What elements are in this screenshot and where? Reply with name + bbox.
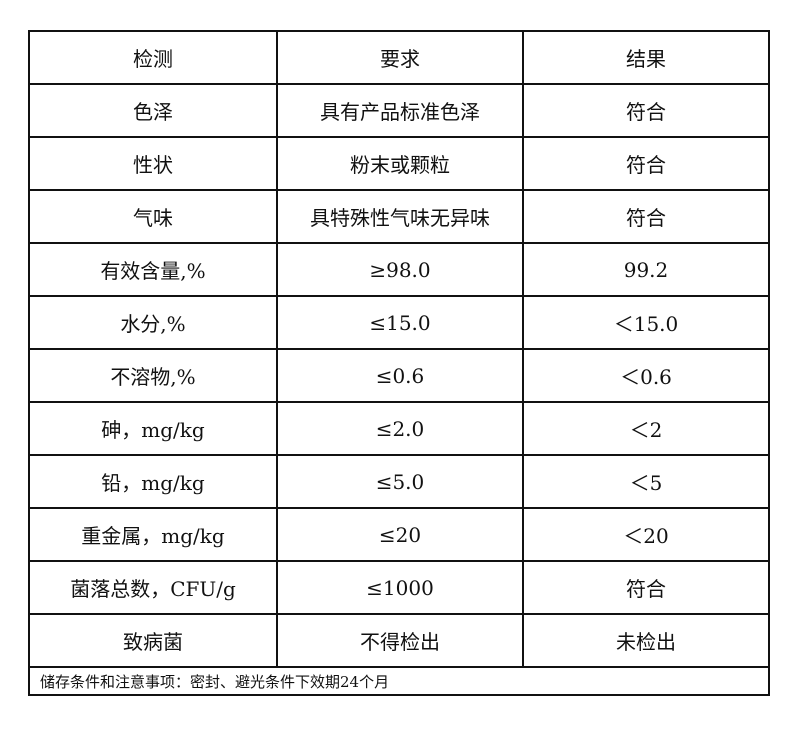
cell-requirement: 具特殊性气味无异味 xyxy=(276,189,524,244)
cell-requirement: ≤2.0 xyxy=(276,401,524,456)
cell-result: 符合 xyxy=(522,189,770,244)
cell-result: ＜0.6 xyxy=(522,348,770,403)
cell-test: 有效含量,% xyxy=(28,242,278,297)
cell-requirement: ≥98.0 xyxy=(276,242,524,297)
cell-test: 不溶物,% xyxy=(28,348,278,403)
cell-result: 99.2 xyxy=(522,242,770,297)
cell-result: 符合 xyxy=(522,83,770,138)
table-header-row: 检测 要求 结果 xyxy=(28,30,770,85)
cell-test: 性状 xyxy=(28,136,278,191)
inspection-table: 检测 要求 结果 色泽 具有产品标准色泽 符合 性状 粉末或颗粒 符合 气味 具特殊性气味无异… xyxy=(28,30,770,696)
cell-result: ＜20 xyxy=(522,507,770,562)
table-row: 性状 粉末或颗粒 符合 xyxy=(28,136,770,191)
storage-note: 储存条件和注意事项：密封、避光条件下效期24个月 xyxy=(28,666,770,696)
cell-requirement: ≤15.0 xyxy=(276,295,524,350)
table-row: 菌落总数，CFU/g ≤1000 符合 xyxy=(28,560,770,615)
cell-result: 未检出 xyxy=(522,613,770,668)
cell-test: 砷，mg/kg xyxy=(28,401,278,456)
cell-result: 符合 xyxy=(522,136,770,191)
cell-test: 气味 xyxy=(28,189,278,244)
table-row: 铅，mg/kg ≤5.0 ＜5 xyxy=(28,454,770,509)
table-row: 砷，mg/kg ≤2.0 ＜2 xyxy=(28,401,770,456)
cell-result: 符合 xyxy=(522,560,770,615)
header-test: 检测 xyxy=(28,30,278,85)
table-row: 水分,% ≤15.0 ＜15.0 xyxy=(28,295,770,350)
table-row: 致病菌 不得检出 未检出 xyxy=(28,613,770,668)
table-row: 色泽 具有产品标准色泽 符合 xyxy=(28,83,770,138)
cell-requirement: 具有产品标准色泽 xyxy=(276,83,524,138)
table-row: 气味 具特殊性气味无异味 符合 xyxy=(28,189,770,244)
cell-test: 水分,% xyxy=(28,295,278,350)
cell-result: ＜15.0 xyxy=(522,295,770,350)
table-row: 重金属，mg/kg ≤20 ＜20 xyxy=(28,507,770,562)
cell-requirement: ≤0.6 xyxy=(276,348,524,403)
cell-requirement: ≤1000 xyxy=(276,560,524,615)
cell-requirement: ≤5.0 xyxy=(276,454,524,509)
cell-result: ＜5 xyxy=(522,454,770,509)
header-requirement: 要求 xyxy=(276,30,524,85)
footer-row: 储存条件和注意事项：密封、避光条件下效期24个月 xyxy=(28,666,770,696)
cell-requirement: ≤20 xyxy=(276,507,524,562)
cell-result: ＜2 xyxy=(522,401,770,456)
table-row: 不溶物,% ≤0.6 ＜0.6 xyxy=(28,348,770,403)
cell-test: 铅，mg/kg xyxy=(28,454,278,509)
cell-requirement: 不得检出 xyxy=(276,613,524,668)
table-row: 有效含量,% ≥98.0 99.2 xyxy=(28,242,770,297)
cell-test: 菌落总数，CFU/g xyxy=(28,560,278,615)
cell-test: 致病菌 xyxy=(28,613,278,668)
cell-test: 色泽 xyxy=(28,83,278,138)
cell-requirement: 粉末或颗粒 xyxy=(276,136,524,191)
header-result: 结果 xyxy=(522,30,770,85)
cell-test: 重金属，mg/kg xyxy=(28,507,278,562)
